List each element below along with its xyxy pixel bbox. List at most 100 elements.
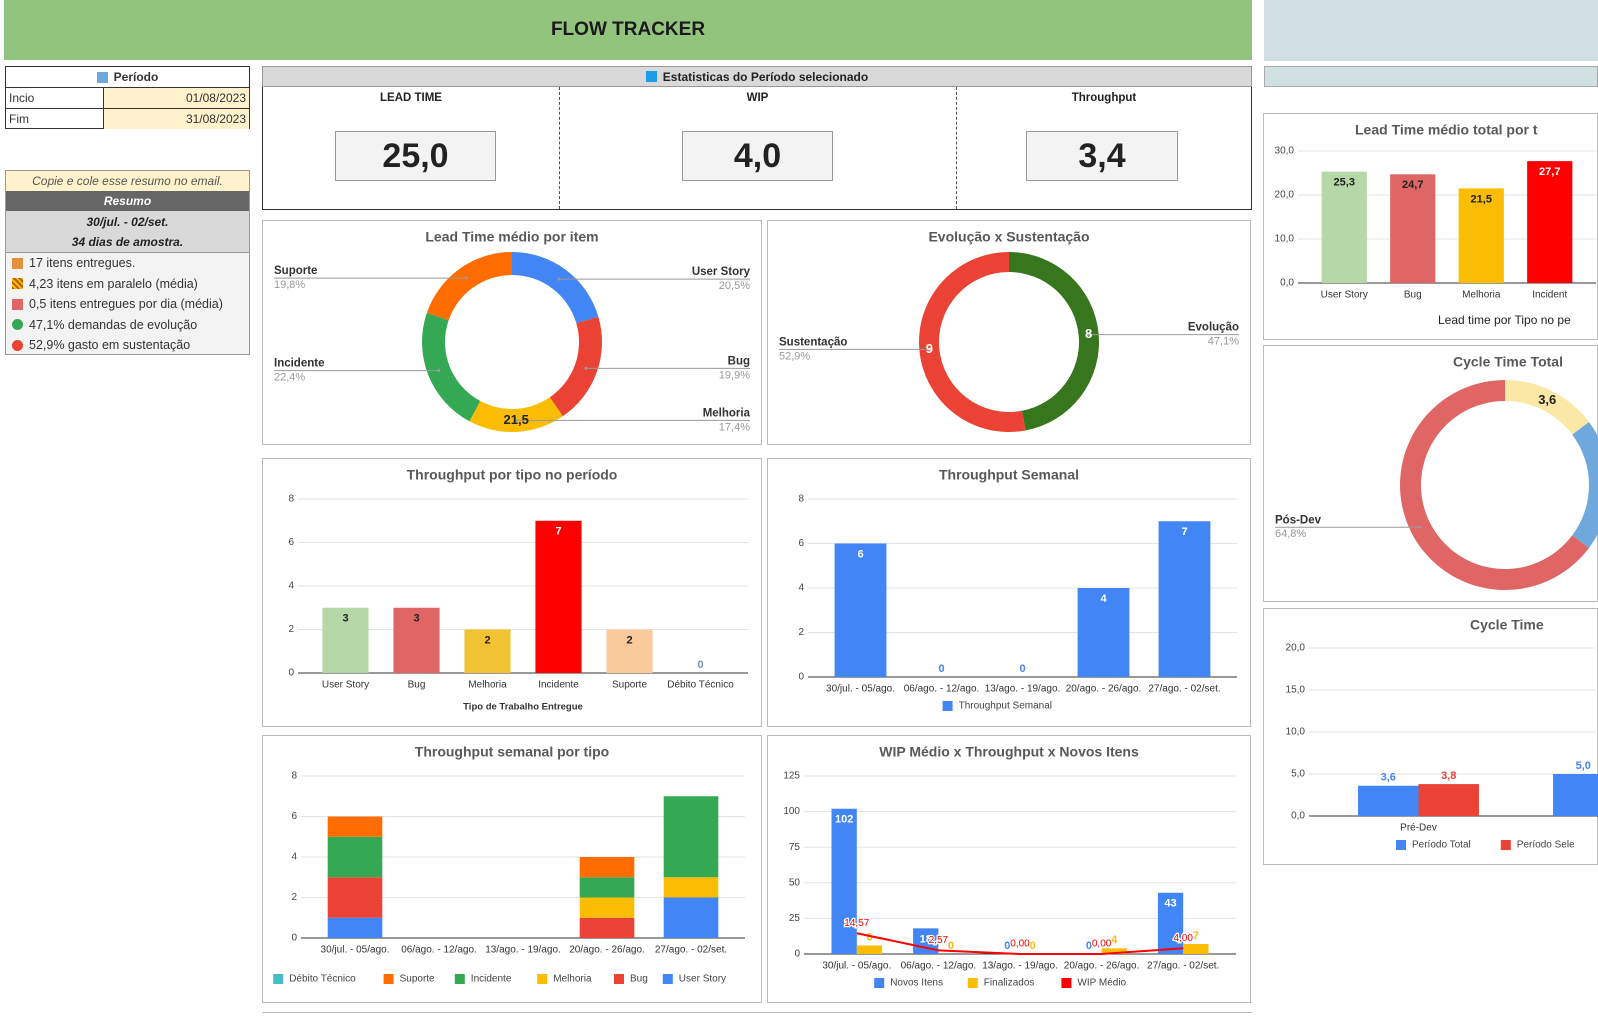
data-label: 3,8 — [1441, 770, 1456, 782]
legend-swatch — [273, 974, 284, 984]
summary-item: 4,23 itens em paralelo (média) — [12, 274, 198, 294]
data-label: 0,00 — [1092, 939, 1112, 950]
stat-value: 4,0 — [682, 131, 833, 181]
summary-text: 47,1% demandas de evolução — [29, 317, 198, 332]
y-tick-label: 0,0 — [1280, 278, 1294, 289]
y-tick-label: 4 — [291, 852, 297, 863]
y-tick-label: 10,0 — [1275, 234, 1295, 245]
x-tick-label: Pré-Dev — [1400, 823, 1437, 834]
data-label: 2 — [484, 634, 490, 646]
slice-share: 20,5% — [719, 280, 750, 292]
bar — [327, 816, 383, 837]
leader-dot — [437, 369, 441, 373]
y-tick-label: 4 — [288, 581, 294, 592]
data-label: 7 — [1193, 930, 1199, 942]
bar — [606, 629, 653, 673]
legend-label: Finalizados — [984, 978, 1035, 989]
bar — [1157, 892, 1184, 954]
data-label: 6 — [866, 931, 872, 943]
chart: Lead Time médio total por t Lead time por… — [1263, 113, 1598, 340]
pie-slice — [426, 252, 512, 321]
bar — [1418, 784, 1479, 816]
bar — [327, 836, 383, 878]
chart: Evolução x Sustentação Evolução 47,1% 8 Sust… — [767, 220, 1251, 445]
y-tick-label: 8 — [291, 771, 297, 782]
x-tick-label: Bug — [1404, 290, 1422, 301]
data-label: 0 — [938, 663, 944, 675]
bar — [579, 917, 635, 938]
y-tick-label: 2 — [288, 624, 294, 635]
summary-text: 4,23 itens em paralelo (média) — [29, 276, 198, 291]
x-tick-label: 30/jul. - 05/ago. — [826, 684, 895, 695]
legend-label: Período Total — [1412, 840, 1471, 851]
data-label: 0 — [697, 659, 703, 671]
summary: Copie e cole esse resumo no email. Resum… — [5, 170, 250, 355]
period-label: Fim — [6, 109, 104, 129]
period-title: Período — [6, 67, 249, 88]
summary-item: 17 itens entregues. — [12, 253, 135, 273]
y-tick-label: 8 — [798, 494, 804, 505]
legend-swatch — [1061, 978, 1072, 988]
y-tick-label: 5,0 — [1291, 769, 1305, 780]
x-tick-label: 30/jul. - 05/ago. — [822, 961, 891, 972]
summary-text: 0,5 itens entregues por dia (média) — [29, 297, 223, 311]
x-tick-label: Incidente — [538, 680, 579, 691]
y-tick-label: 15,0 — [1286, 685, 1306, 696]
leader-dot — [464, 276, 468, 280]
chart-title: Throughput por tipo no período — [407, 467, 618, 483]
legend-swatch — [874, 978, 885, 988]
bar — [834, 543, 887, 677]
y-tick-label: 20,0 — [1275, 190, 1295, 201]
chart: Lead Time médio por item User Story 20,5% B… — [262, 220, 762, 445]
y-tick-label: 0,0 — [1291, 811, 1305, 822]
line — [856, 932, 1184, 955]
leader-dot — [1087, 333, 1091, 337]
data-label: 6 — [857, 548, 863, 560]
bar — [1183, 944, 1209, 954]
stat-label: LEAD TIME — [380, 92, 442, 104]
pie-slice — [1572, 421, 1598, 549]
slice-label: Sustentação — [779, 336, 847, 348]
x-tick-label: Melhoria — [1462, 290, 1501, 301]
slice-label: Suporte — [274, 265, 317, 277]
y-tick-label: 100 — [783, 806, 800, 817]
x-tick-label: 20/ago. - 26/ago. — [569, 945, 645, 956]
x-tick-label: Bug — [408, 680, 426, 691]
header-title: FLOW TRACKER — [4, 0, 1252, 60]
bar — [327, 917, 383, 938]
legend-swatch — [614, 974, 624, 984]
legend-label: Incidente — [471, 974, 512, 985]
chart: Throughput semanal por tipo 0 2 4 6 8 30/jul. … — [262, 735, 762, 1003]
y-tick-label: 0 — [794, 949, 800, 960]
slice-value: 9 — [926, 341, 933, 356]
bar — [393, 607, 440, 673]
slice-share: 19,9% — [719, 369, 750, 381]
summary-sample: 34 dias de amostra. — [6, 232, 249, 253]
bar — [1527, 161, 1573, 283]
stats-header: Estatisticas do Período selecionado — [262, 66, 1252, 87]
data-label: 27,7 — [1539, 166, 1560, 178]
bar — [1077, 588, 1130, 677]
x-tick-label: Melhoria — [468, 680, 507, 691]
slice-label: Bug — [728, 355, 750, 367]
bar — [535, 520, 582, 673]
bar — [1358, 785, 1419, 816]
chart-frame — [1263, 608, 1598, 865]
slice-label: Evolução — [1188, 322, 1239, 334]
x-tick-label: 27/ago. - 02/set. — [1147, 961, 1219, 972]
legend-label: Suporte — [400, 974, 435, 985]
slice-value: 3,6 — [1538, 392, 1556, 407]
red-dot — [12, 339, 23, 351]
leader-dot — [927, 347, 931, 351]
bar — [856, 945, 883, 954]
period-label: Incio — [6, 88, 104, 109]
data-label: 25,3 — [1334, 177, 1355, 189]
bar — [579, 877, 635, 898]
summary-note: Copie e cole esse resumo no email. — [6, 171, 249, 191]
pie-slice — [1009, 252, 1099, 431]
data-label: 102 — [835, 814, 853, 826]
legend-label: WIP Médio — [1077, 978, 1126, 989]
x-tick-label: 20/ago. - 26/ago. — [1064, 961, 1140, 972]
slice-share: 22,4% — [274, 372, 305, 384]
data-label: 0 — [1086, 940, 1092, 952]
